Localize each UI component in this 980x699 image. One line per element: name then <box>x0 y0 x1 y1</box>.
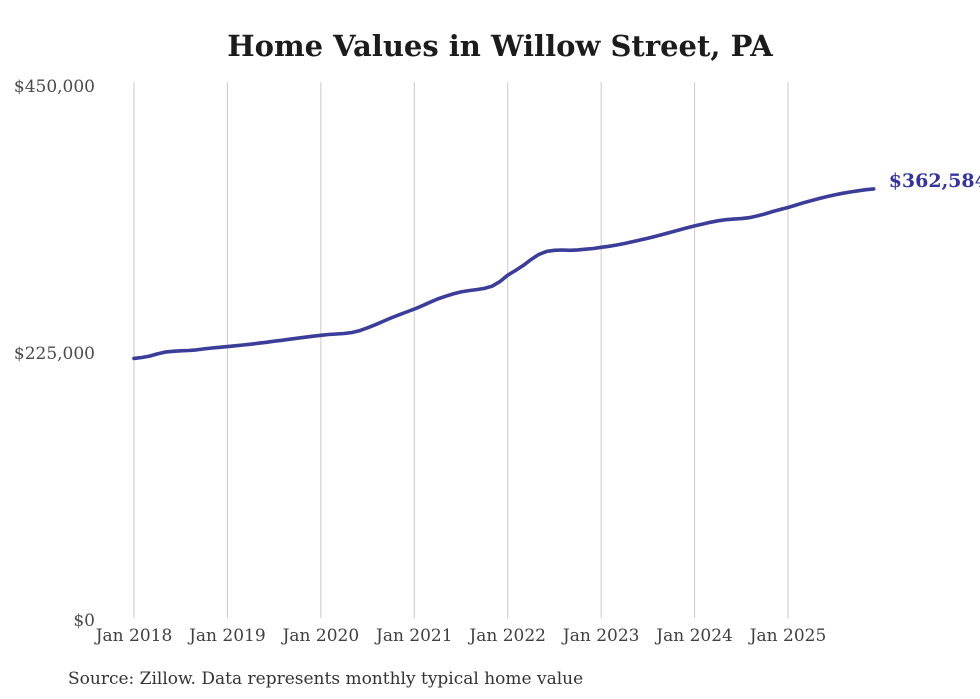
x-axis-tick-label: Jan 2022 <box>467 626 546 646</box>
x-axis-tick-label: Jan 2023 <box>561 626 640 646</box>
end-value-label: $362,584 <box>889 170 980 192</box>
x-axis-tick-label: Jan 2020 <box>281 626 360 646</box>
source-note: Source: Zillow. Data represents monthly … <box>68 669 583 689</box>
chart-title: Home Values in Willow Street, PA <box>227 29 773 63</box>
x-axis-tick-label: Jan 2019 <box>187 626 266 646</box>
y-axis-label-450k: $450,000 <box>14 77 95 97</box>
x-axis-tick-label: Jan 2018 <box>94 626 173 646</box>
x-axis-labels: Jan 2018 Jan 2019 Jan 2020 Jan 2021 Jan 2022… <box>94 626 827 646</box>
x-axis-tick-label: Jan 2021 <box>374 626 453 646</box>
y-axis-label-225k: $225,000 <box>14 344 95 364</box>
x-axis-tick-label: Jan 2025 <box>748 626 827 646</box>
home-value-series-line <box>132 187 876 361</box>
year-gridlines <box>133 82 789 618</box>
y-axis-label-0: $0 <box>73 611 95 631</box>
x-axis-tick-label: Jan 2024 <box>654 626 733 646</box>
